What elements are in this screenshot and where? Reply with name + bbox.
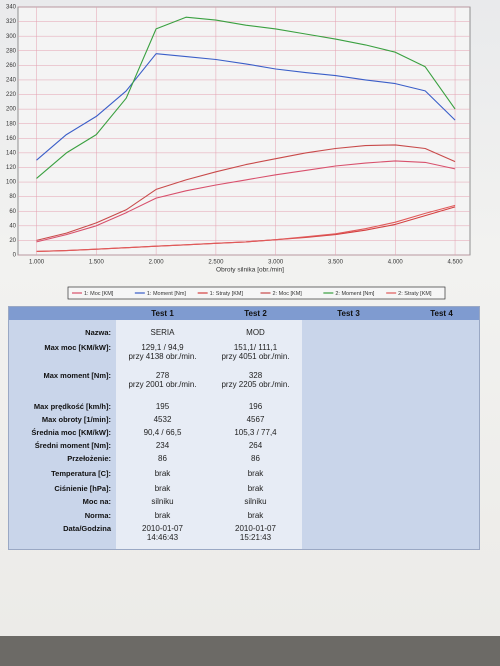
- value-column: [209, 320, 302, 549]
- cell-text: 264: [248, 441, 263, 450]
- cell-text: 105,3 / 77,4: [234, 428, 277, 437]
- row-label: Data/Godzina: [63, 524, 111, 533]
- legend-label: 1: Straty [KM]: [210, 291, 244, 297]
- value-column: [116, 320, 209, 549]
- table: Test 1 Test 2 Test 3 Test 4 Nazwa: SERIA MOD Ma…: [8, 306, 480, 550]
- series-line: [36, 204, 456, 252]
- y-tick-label: 200: [6, 107, 17, 113]
- y-tick-label: 340: [6, 5, 17, 11]
- series-line: [36, 53, 456, 161]
- plot-area: [17, 6, 471, 256]
- cell-text: brak: [247, 469, 264, 478]
- cell-text: 4532: [153, 415, 172, 424]
- legend-label: 2: Straty [KM]: [398, 291, 432, 297]
- cell-text: 14:46:43: [146, 533, 179, 542]
- cell-text: 328: [248, 371, 263, 380]
- y-tick-label: 220: [6, 92, 17, 98]
- row-label: Średni moment [Nm]:: [34, 441, 111, 450]
- cell-text: przy 2205 obr./min.: [221, 380, 290, 389]
- y-tick-label: 180: [6, 121, 17, 127]
- y-tick-label: 320: [6, 19, 17, 25]
- legend-label: 2: Moment [Nm]: [335, 291, 375, 297]
- legend-label: 1: Moc [KM]: [84, 291, 114, 297]
- y-tick-label: 20: [9, 238, 16, 244]
- row-label: Przełożenie:: [67, 454, 111, 463]
- cell-text: 151,1/ 111,1: [233, 343, 278, 352]
- y-tick-label: 260: [6, 63, 17, 69]
- cell-text: brak: [247, 511, 264, 520]
- cell-text: 90,4 / 66,5: [143, 428, 182, 437]
- cell-text: 2010-01-07: [142, 524, 183, 533]
- cell-text: brak: [154, 511, 171, 520]
- column-header: Test 1: [151, 309, 174, 318]
- cell-text: MOD: [246, 328, 265, 337]
- x-tick-label: 4.500: [448, 260, 464, 266]
- x-tick-label: 2.500: [208, 260, 224, 266]
- x-tick-label: 2.000: [149, 260, 165, 266]
- row-label: Max prędkość [km/h]:: [33, 402, 111, 411]
- cell-text: silniku: [244, 497, 267, 506]
- x-tick-label: 3.000: [268, 260, 284, 266]
- y-tick-label: 80: [9, 194, 16, 200]
- cell-text: silniku: [151, 497, 174, 506]
- x-tick-label: 4.000: [388, 260, 404, 266]
- table-header-bar: [9, 307, 479, 320]
- cell-text: 4567: [246, 415, 265, 424]
- cell-text: brak: [247, 484, 264, 493]
- y-tick-label: 140: [6, 150, 17, 156]
- x-axis-label: Obroty silnika [obr./min]: [216, 267, 284, 274]
- y-tick-label: 160: [6, 136, 17, 142]
- cell-text: 86: [158, 454, 167, 463]
- legend: [67, 286, 446, 300]
- row-label: Max moment [Nm]:: [43, 371, 111, 380]
- cell-text: 2010-01-07: [235, 524, 276, 533]
- column-header: Test 2: [244, 309, 267, 318]
- row-label: Max moc [KM/kW]:: [44, 343, 111, 352]
- row-label: Temperatura [C]:: [51, 469, 111, 478]
- y-tick-label: 0: [13, 253, 17, 259]
- y-tick-label: 240: [6, 78, 17, 84]
- row-label: Moc na:: [82, 497, 111, 506]
- y-tick-label: 300: [6, 34, 17, 40]
- series-line: [36, 160, 456, 243]
- row-label: Ciśnienie [hPa]:: [54, 484, 111, 493]
- cell-text: SERIA: [150, 328, 175, 337]
- cell-text: 278: [155, 371, 170, 380]
- x-tick-label: 1.500: [89, 260, 105, 266]
- cell-text: 129,1 / 94,9: [141, 343, 184, 352]
- cell-text: 15:21:43: [239, 533, 272, 542]
- cell-text: brak: [154, 469, 171, 478]
- y-tick-label: 100: [6, 180, 17, 186]
- y-tick-label: 280: [6, 48, 17, 54]
- column-header: Test 3: [337, 309, 360, 318]
- y-tick-label: 120: [6, 165, 17, 171]
- column-header: Test 4: [430, 309, 453, 318]
- cell-text: przy 4051 obr./min.: [221, 352, 290, 361]
- series-line: [36, 16, 456, 179]
- x-tick-label: 1.000: [29, 260, 45, 266]
- cell-text: przy 2001 obr./min.: [128, 380, 197, 389]
- legend-label: 1: Moment [Nm]: [147, 291, 187, 297]
- cell-text: przy 4138 obr./min.: [128, 352, 197, 361]
- cell-text: brak: [154, 484, 171, 493]
- row-label: Średnia moc [KM/kW]:: [31, 428, 111, 437]
- paper: Obroty silnika [obr./min] 0 20 40 60 80 100 12…: [0, 0, 500, 636]
- series-line: [36, 144, 456, 241]
- y-tick-label: 60: [9, 209, 16, 215]
- cell-text: 234: [155, 441, 170, 450]
- legend-label: 2: Moc [KM]: [273, 291, 303, 297]
- cell-text: 86: [251, 454, 260, 463]
- row-label: Norma:: [84, 511, 111, 520]
- row-label: Nazwa:: [85, 328, 111, 337]
- row-label: Max obroty [1/min]:: [41, 415, 111, 424]
- chart: Obroty silnika [obr./min] 0 20 40 60 80 100 12…: [6, 5, 471, 300]
- cell-text: 196: [248, 402, 263, 411]
- y-tick-label: 40: [9, 223, 16, 229]
- cell-text: 195: [155, 402, 170, 411]
- x-tick-label: 3.500: [328, 260, 344, 266]
